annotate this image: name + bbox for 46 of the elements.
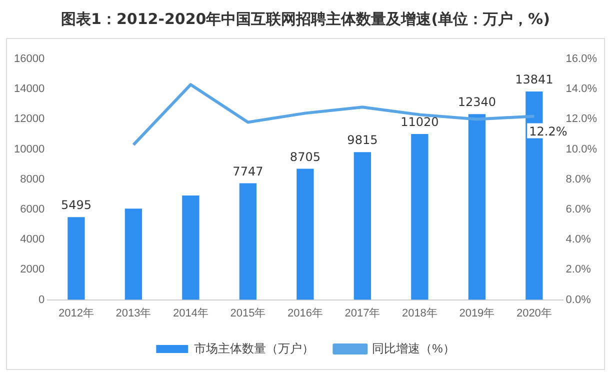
y2-tick-label: 0.0%: [566, 294, 592, 306]
legend-label: 同比增速（%）: [372, 341, 455, 356]
y2-tick-label: 12.0%: [566, 113, 598, 126]
y2-tick-label: 8.0%: [566, 173, 592, 186]
y2-tick-label: 2.0%: [566, 264, 592, 276]
y-tick-label: 6000: [20, 204, 45, 216]
x-tick-label: 2014年: [172, 307, 208, 320]
y2-tick-label: 14.0%: [566, 83, 598, 96]
x-tick-label: 2016年: [287, 307, 323, 320]
x-tick-label: 2012年: [58, 307, 94, 320]
y-tick-label: 8000: [20, 173, 45, 186]
data-label: 5495: [60, 198, 92, 212]
data-label: 8705: [290, 150, 320, 164]
y2-tick-label: 10.0%: [566, 143, 598, 156]
data-label: 13841: [515, 72, 554, 87]
legend-label: 市场主体数量（万户）: [194, 341, 314, 356]
data-label: 7747: [232, 164, 264, 178]
bar: [68, 217, 85, 300]
y-tick-label: 2000: [20, 264, 45, 276]
y-tick-label: 4000: [20, 234, 45, 246]
bar: [124, 208, 142, 300]
y-tick-label: 16000: [14, 53, 45, 66]
x-tick-label: 2017年: [344, 307, 380, 320]
x-tick-label: 2019年: [459, 307, 495, 320]
data-label: 9815: [347, 133, 378, 148]
bar: [182, 196, 200, 300]
bar: [354, 152, 372, 300]
bar: [411, 134, 428, 300]
y-tick-label: 10000: [14, 143, 45, 156]
y2-tick-label: 4.0%: [566, 234, 592, 246]
x-tick-label: 2020年: [516, 307, 552, 320]
y2-tick-label: 16.0%: [566, 53, 598, 66]
data-label: 12.2%: [529, 124, 568, 138]
bar: [468, 114, 486, 300]
y2-tick-label: 6.0%: [566, 204, 592, 216]
y-tick-label: 14000: [14, 83, 45, 96]
x-tick-label: 2018年: [402, 307, 438, 320]
x-tick-label: 2015年: [230, 307, 266, 320]
x-tick-label: 2013年: [116, 307, 152, 320]
bar: [296, 168, 314, 300]
data-label: 12340: [458, 95, 496, 110]
y-tick-label: 12000: [14, 113, 45, 126]
data-label: 11020: [400, 115, 439, 130]
bar: [239, 183, 257, 300]
chart-title: 图表1：2012-2020年中国互联网招聘主体数量及增速(单位：万户，%): [60, 10, 551, 30]
y-tick-label: 0: [38, 294, 45, 306]
